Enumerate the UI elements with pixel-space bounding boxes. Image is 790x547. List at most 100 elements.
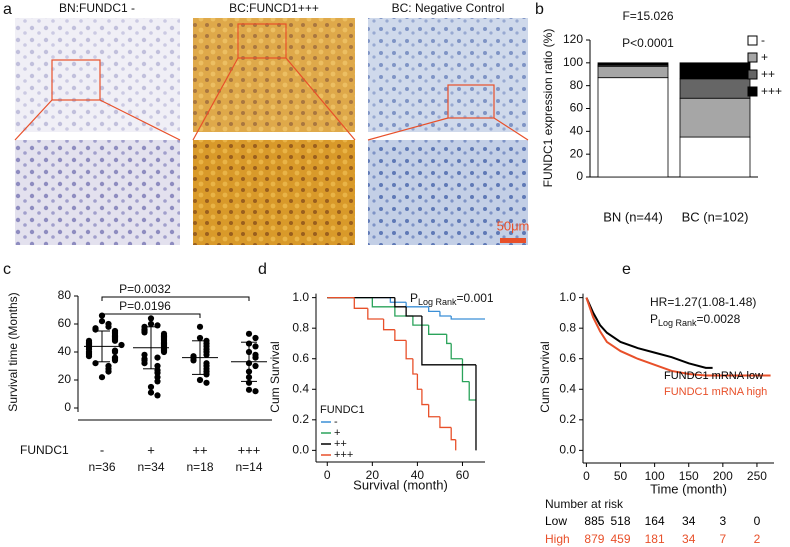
bar-segment xyxy=(679,62,751,80)
panel-label: a xyxy=(3,1,12,18)
dot xyxy=(92,326,99,333)
dot xyxy=(111,357,119,364)
y-tick-label: 20 xyxy=(570,146,584,160)
dot xyxy=(203,379,210,386)
n-label: n=18 xyxy=(186,460,213,474)
panel-label: c xyxy=(3,261,11,278)
dot xyxy=(141,329,148,336)
y-tick-label: 80 xyxy=(58,288,72,302)
legend-title: FUNDC1 xyxy=(320,404,365,416)
risk-value: 518 xyxy=(611,514,631,528)
dot xyxy=(111,337,119,344)
dot xyxy=(154,354,161,361)
x-tick-label: BN (n=44) xyxy=(603,209,663,224)
km-step xyxy=(416,374,422,390)
dot xyxy=(98,318,106,325)
y-tick-label: 1.0 xyxy=(559,290,576,304)
bar-segment xyxy=(597,62,669,66)
x-tick-label: 100 xyxy=(645,469,665,483)
y-tick-label: 0.6 xyxy=(292,351,309,365)
y-tick-label: 1.0 xyxy=(292,290,309,304)
km-step xyxy=(382,319,395,331)
km-curve xyxy=(585,297,771,377)
panel-label: b xyxy=(535,1,544,18)
dot xyxy=(154,378,161,385)
legend-label: - xyxy=(334,416,338,428)
dot xyxy=(252,334,259,342)
km-step xyxy=(428,306,440,313)
y-axis-label: Cum Survival xyxy=(538,341,552,412)
km-step xyxy=(394,297,407,308)
image xyxy=(15,140,180,245)
y-tick-label: 60 xyxy=(570,101,584,115)
n-label: n=34 xyxy=(137,460,164,474)
legend-label: + xyxy=(761,50,768,64)
dot xyxy=(147,389,155,396)
dot xyxy=(105,323,112,330)
image-title: BC: Negative Control xyxy=(392,1,505,15)
y-tick-label: 0.8 xyxy=(559,320,576,334)
dot xyxy=(245,330,253,337)
legend-swatch xyxy=(747,35,758,46)
risk-value: 34 xyxy=(682,514,696,528)
x-tick-label: 250 xyxy=(747,469,767,483)
x-tick-label: ++ xyxy=(192,442,207,457)
scale-bar xyxy=(500,238,526,243)
zoom-guides xyxy=(14,23,529,141)
dot xyxy=(190,357,197,364)
bar-segment xyxy=(679,136,751,178)
risk-value: 181 xyxy=(645,532,665,546)
bracket xyxy=(101,313,201,318)
legend-label: ++ xyxy=(761,67,775,81)
legend-label: +++ xyxy=(334,449,353,461)
p-subscript: Log Rank xyxy=(658,318,697,328)
risk-row-name: Low xyxy=(545,514,567,528)
risk-row-name: High xyxy=(545,532,570,546)
x-axis-label: FUNDC1 xyxy=(20,443,69,457)
dot xyxy=(252,343,259,350)
dot xyxy=(160,348,168,356)
risk-value: 7 xyxy=(719,532,726,546)
km-step xyxy=(428,325,447,335)
image xyxy=(368,140,528,245)
dot xyxy=(203,351,210,358)
annotation: F=15.026 xyxy=(622,9,673,23)
p-subscript: Log Rank xyxy=(418,297,457,307)
km-step xyxy=(405,306,422,317)
x-tick-label: 60 xyxy=(456,468,470,482)
y-tick-label: 0.0 xyxy=(559,443,576,457)
x-tick-label: + xyxy=(147,442,155,457)
image xyxy=(193,18,355,132)
dot xyxy=(154,392,161,399)
x-tick-label: 150 xyxy=(679,469,699,483)
x-tick-label: - xyxy=(100,442,104,457)
km-step xyxy=(367,308,384,320)
p-value: PLog Rank=0.001 xyxy=(410,291,494,307)
km-step xyxy=(412,358,418,375)
km-step xyxy=(446,334,452,345)
km-step xyxy=(412,315,429,326)
p-value: P=0.0032 xyxy=(119,282,171,296)
x-tick-label: 50 xyxy=(614,469,628,483)
legend-label: + xyxy=(334,427,340,439)
image-title: BC:FUNCD1+++ xyxy=(229,1,319,15)
y-tick-label: 40 xyxy=(570,124,584,138)
km-step xyxy=(394,329,407,342)
dot xyxy=(141,360,148,367)
dot xyxy=(147,383,155,391)
legend-label: +++ xyxy=(761,84,782,98)
y-tick-label: 60 xyxy=(58,316,72,330)
p-value-number: =0.0028 xyxy=(697,312,741,326)
risk-value: 0 xyxy=(754,514,761,528)
y-tick-label: 0.2 xyxy=(292,412,309,426)
panel-label: d xyxy=(258,261,267,278)
bar-segment xyxy=(597,65,669,79)
dot xyxy=(147,315,155,322)
x-axis-label: Time (month) xyxy=(650,481,727,496)
legend-swatch xyxy=(747,69,758,80)
x-axis-label: Survival (month) xyxy=(353,477,448,492)
km-step xyxy=(450,343,463,360)
risk-value: 2 xyxy=(754,532,761,546)
km-step xyxy=(450,427,456,441)
